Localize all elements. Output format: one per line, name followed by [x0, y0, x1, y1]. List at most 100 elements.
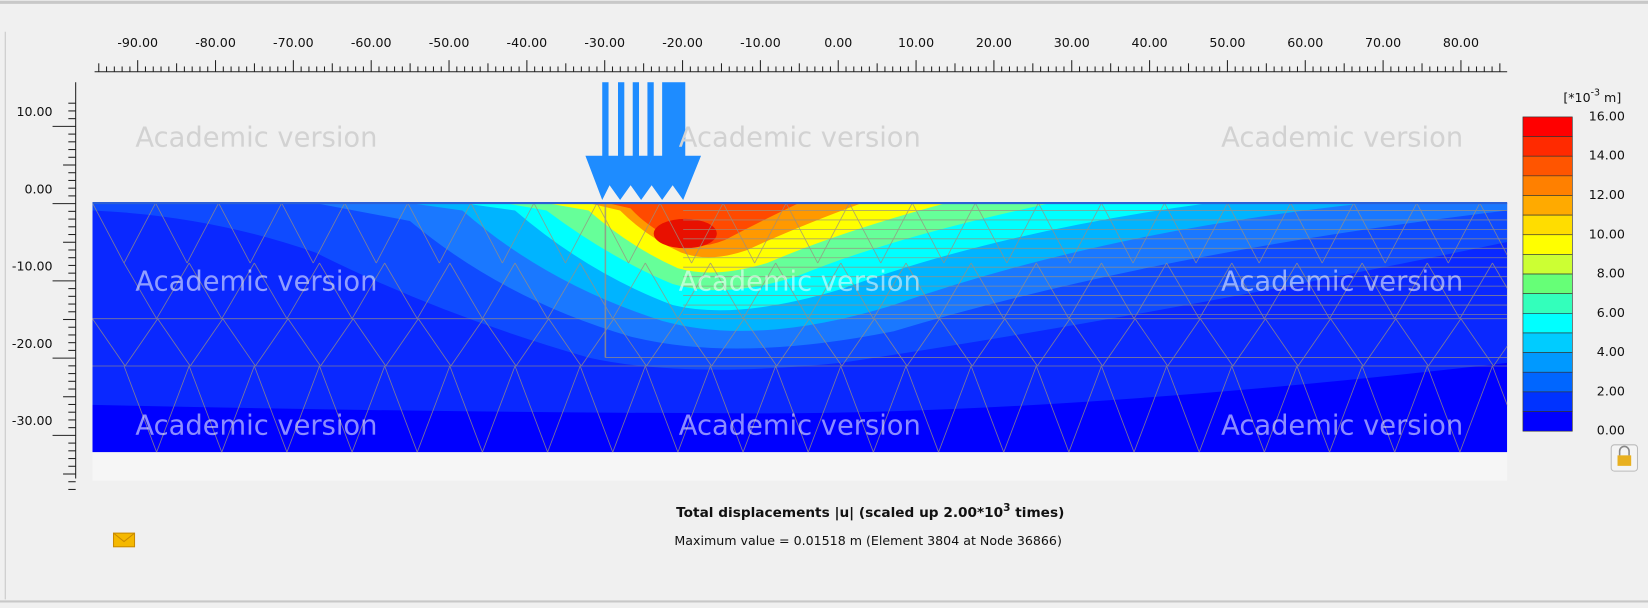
- mesh-line: [1459, 365, 1493, 453]
- mesh-line: [1069, 318, 1103, 367]
- legend-band: [1522, 254, 1573, 275]
- mesh-line: [911, 203, 945, 264]
- mesh-line: [1198, 262, 1233, 319]
- legend-band: [1522, 411, 1573, 432]
- mesh-line: [123, 365, 157, 453]
- mesh-line: [612, 365, 646, 453]
- mesh-line: [351, 365, 386, 453]
- icon[interactable]: [113, 532, 135, 543]
- mesh-line: [971, 318, 1006, 367]
- mesh-line: [221, 262, 255, 319]
- mesh-line: [970, 262, 1005, 319]
- x-ruler-label: 80.00: [1443, 35, 1479, 50]
- mesh-line: [1297, 318, 1331, 367]
- mesh-line: [157, 318, 191, 367]
- mesh-line: [840, 262, 874, 319]
- load-bar: [618, 82, 625, 158]
- legend-band: [1522, 332, 1573, 353]
- x-ruler-label: 0.00: [824, 35, 852, 50]
- icon[interactable]: [1618, 445, 1630, 456]
- mesh-line: [407, 203, 440, 264]
- legend-label: 0.00: [1597, 423, 1625, 438]
- mesh-line: [1003, 262, 1037, 319]
- load-bar: [632, 82, 640, 158]
- mesh-line: [817, 203, 850, 264]
- mesh-line: [938, 262, 972, 319]
- mesh-line: [1264, 262, 1298, 319]
- mesh-line: [677, 262, 711, 319]
- mesh-line: [905, 262, 939, 319]
- mesh-line: [1492, 365, 1508, 407]
- x-ruler-label: 10.00: [898, 35, 934, 50]
- legend-label: 2.00: [1597, 383, 1625, 398]
- legend-label: 6.00: [1597, 305, 1625, 320]
- mesh-line: [186, 203, 219, 264]
- envelope-icon[interactable]: [112, 532, 136, 548]
- mesh-line: [785, 203, 819, 264]
- mesh-line: [1035, 365, 1070, 453]
- icon[interactable]: [112, 532, 136, 548]
- unit-text: [*10: [1563, 90, 1590, 105]
- mesh-line: [1460, 318, 1494, 367]
- watermarks: Academic version Academic version Academic…: [135, 122, 1463, 441]
- mesh-line: [1035, 262, 1070, 319]
- legend-band: [1522, 116, 1573, 137]
- mesh-line: [1068, 262, 1102, 319]
- mesh-line: [1263, 365, 1298, 453]
- legend-label: 14.00: [1589, 148, 1625, 163]
- mesh-line: [776, 318, 810, 367]
- mesh-line: [1492, 262, 1508, 289]
- mesh-line: [92, 318, 126, 367]
- icon[interactable]: [1617, 455, 1632, 466]
- watermark: Academic version: [135, 410, 377, 441]
- mesh-line: [286, 262, 320, 319]
- legend-label: 4.00: [1597, 344, 1625, 359]
- mesh-line: [710, 262, 744, 319]
- watermark: Academic version: [679, 410, 921, 441]
- mesh-line: [1003, 365, 1037, 453]
- mesh-line: [1479, 203, 1508, 256]
- mesh-line: [677, 365, 711, 453]
- mesh-line: [1004, 318, 1038, 367]
- mesh-line: [848, 203, 882, 264]
- mesh-line: [1296, 262, 1330, 319]
- mesh-line: [547, 365, 581, 453]
- mesh-line: [943, 203, 976, 264]
- watermark: Academic version: [679, 266, 921, 297]
- mesh-line: [1101, 203, 1134, 264]
- mesh-line: [1329, 262, 1363, 319]
- mesh-line: [222, 318, 256, 367]
- mesh-line: [1447, 203, 1481, 264]
- mesh-line: [1038, 203, 1071, 264]
- mesh-line: [1133, 365, 1168, 453]
- mesh-line: [450, 318, 484, 367]
- mesh-line: [287, 318, 321, 367]
- watermark: Academic version: [135, 266, 377, 297]
- mesh-line: [1459, 262, 1493, 319]
- legend-band: [1522, 293, 1573, 314]
- x-ruler-label: 20.00: [976, 35, 1012, 50]
- mesh-line: [579, 365, 614, 453]
- mesh-line: [1493, 345, 1508, 367]
- mesh-line: [385, 318, 419, 367]
- x-ruler-label: 30.00: [1054, 35, 1090, 50]
- mesh-line: [255, 318, 289, 367]
- mesh-line: [1133, 262, 1167, 319]
- y-ruler-label: -20.00: [12, 336, 53, 351]
- x-ruler-label: -80.00: [195, 35, 236, 50]
- mesh-line: [754, 203, 787, 264]
- mesh-line: [743, 318, 778, 367]
- mesh-line: [533, 203, 566, 264]
- load-head: [585, 155, 702, 200]
- load-arrows: [585, 82, 702, 200]
- mesh-line: [286, 365, 320, 453]
- lock-button[interactable]: [1610, 444, 1639, 472]
- mesh-line: [312, 203, 346, 264]
- mesh-line: [579, 262, 614, 319]
- legend-label: 16.00: [1589, 108, 1625, 123]
- y-ruler-label: -30.00: [12, 413, 53, 428]
- mesh-line: [1132, 203, 1165, 264]
- mesh-line: [628, 203, 661, 264]
- legend-band: [1522, 136, 1573, 157]
- mesh-line: [1166, 365, 1200, 453]
